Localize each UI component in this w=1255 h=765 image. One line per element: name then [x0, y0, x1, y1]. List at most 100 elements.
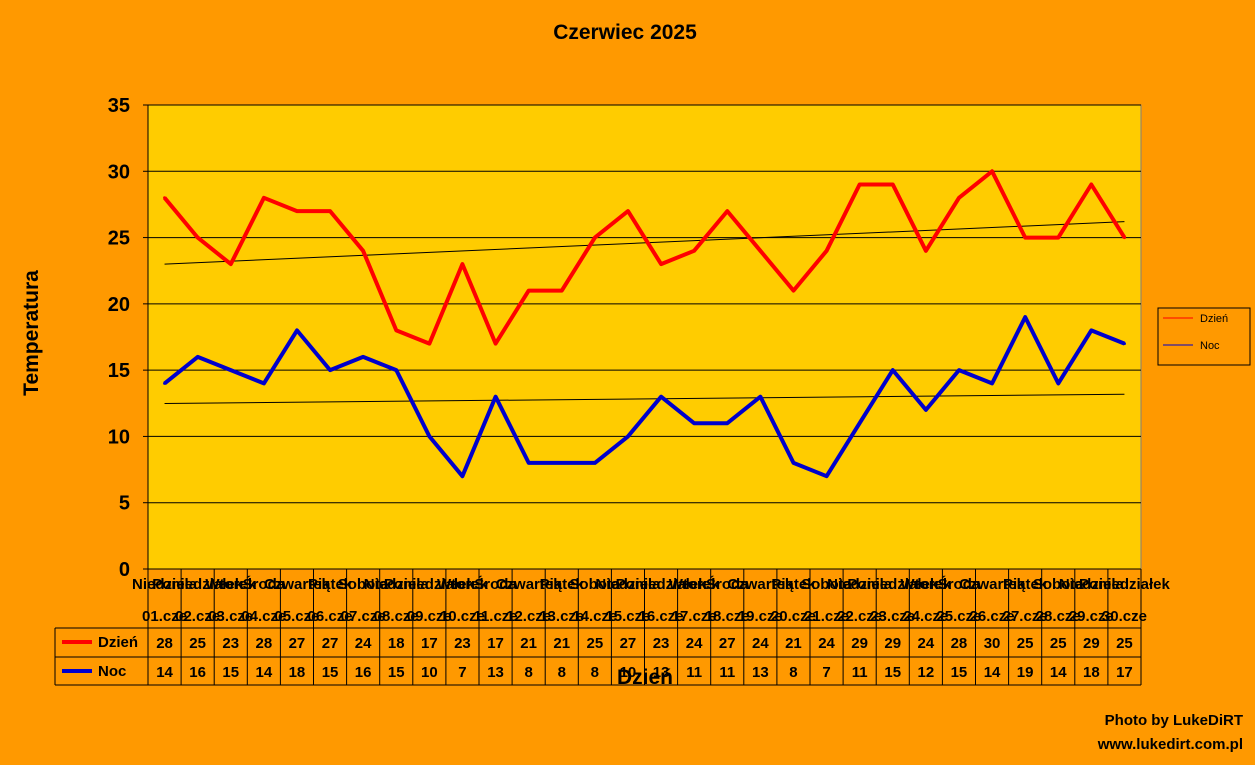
data-point	[725, 209, 729, 213]
table-value: 15	[951, 664, 968, 681]
table-value: 27	[289, 635, 306, 652]
table-value: 30	[984, 635, 1001, 652]
x-tick-weekday: Wtorek	[205, 576, 256, 593]
x-tick-label: 07.cze	[341, 608, 386, 625]
table-value: 21	[553, 635, 570, 652]
table-value: 8	[558, 664, 566, 681]
x-tick-weekday: Piątek	[1003, 576, 1048, 593]
x-tick-label: 20.cze	[771, 608, 816, 625]
data-point	[725, 421, 729, 425]
data-point	[791, 289, 795, 293]
data-point	[494, 342, 498, 346]
data-point	[361, 249, 365, 253]
data-point	[262, 196, 266, 200]
data-point	[593, 461, 597, 465]
table-value: 14	[156, 664, 173, 681]
table-value: 28	[156, 635, 173, 652]
data-point	[957, 196, 961, 200]
x-tick-weekday: Czwartek	[959, 576, 1026, 593]
table-value: 7	[822, 664, 830, 681]
series-line-1	[163, 315, 1126, 479]
data-point	[163, 196, 167, 200]
x-tick-weekday: Niedziela	[595, 576, 661, 593]
data-point	[527, 461, 531, 465]
table-value: 27	[322, 635, 339, 652]
y-tick-label: 35	[108, 95, 130, 117]
table-value: 24	[355, 635, 372, 652]
x-tick-label: 01.cze	[142, 608, 187, 625]
table-value: 15	[322, 664, 339, 681]
x-tick-label: 26.cze	[970, 608, 1015, 625]
data-point	[1023, 236, 1027, 240]
data-point	[825, 474, 829, 478]
table-value: 13	[653, 664, 670, 681]
x-tick-weekday: Wtorek	[437, 576, 488, 593]
x-tick-weekday: Poniedziałek	[152, 576, 244, 593]
table-series-label: Noc	[98, 663, 126, 680]
data-point	[858, 183, 862, 187]
table-value: 16	[189, 664, 206, 681]
table-value: 24	[752, 635, 769, 652]
x-tick-weekday: Środa	[938, 575, 981, 593]
table-value: 19	[1017, 664, 1034, 681]
x-tick-weekday: Poniedziałek	[384, 576, 476, 593]
table-value: 17	[421, 635, 438, 652]
data-point	[328, 209, 332, 213]
x-tick-weekday: Sobota	[1033, 576, 1084, 593]
x-tick-weekday: Wtorek	[669, 576, 720, 593]
x-tick-weekday: Czwartek	[727, 576, 794, 593]
data-point	[1023, 315, 1027, 319]
data-point	[394, 328, 398, 332]
data-point	[163, 381, 167, 385]
y-tick-label: 10	[108, 426, 130, 448]
x-tick-label: 24.cze	[903, 608, 948, 625]
data-point	[626, 209, 630, 213]
data-point	[924, 249, 928, 253]
table-value: 29	[884, 635, 901, 652]
x-tick-weekday: Środa	[243, 575, 286, 593]
data-point	[1056, 236, 1060, 240]
table-value: 23	[454, 635, 471, 652]
x-tick-weekday: Poniedziałek	[616, 576, 708, 593]
table-value: 15	[222, 664, 239, 681]
x-tick-weekday: Czwartek	[496, 576, 563, 593]
x-tick-label: 13.cze	[539, 608, 584, 625]
table-value: 8	[591, 664, 599, 681]
table-value: 14	[1050, 664, 1067, 681]
x-tick-weekday: Sobota	[801, 576, 852, 593]
x-tick-weekday: Sobota	[569, 576, 620, 593]
series-line-0	[163, 169, 1127, 346]
x-tick-label: 09.cze	[407, 608, 452, 625]
table-value: 13	[752, 664, 769, 681]
x-tick-label: 22.cze	[837, 608, 882, 625]
table-value: 13	[487, 664, 504, 681]
x-tick-label: 06.cze	[308, 608, 353, 625]
data-point	[295, 209, 299, 213]
x-tick-weekday: Czwartek	[264, 576, 331, 593]
x-tick-label: 28.cze	[1036, 608, 1081, 625]
data-point	[791, 461, 795, 465]
x-tick-weekday: Niedziela	[364, 576, 430, 593]
data-point	[328, 368, 332, 372]
data-point	[990, 169, 994, 173]
data-point	[229, 368, 233, 372]
data-point	[460, 474, 464, 478]
table-value: 24	[918, 635, 935, 652]
table-value: 7	[458, 664, 466, 681]
data-point	[891, 368, 895, 372]
table-value: 16	[355, 664, 372, 681]
x-tick-label: 18.cze	[705, 608, 750, 625]
table-value: 17	[1116, 664, 1133, 681]
data-point	[924, 408, 928, 412]
data-point	[229, 262, 233, 266]
table-value: 12	[918, 664, 935, 681]
table-value: 14	[256, 664, 273, 681]
x-tick-weekday: Niedziela	[827, 576, 893, 593]
x-tick-weekday: Piątek	[540, 576, 585, 593]
data-point	[692, 421, 696, 425]
credit-url: www.lukedirt.com.pl	[1097, 736, 1243, 753]
table-value: 25	[587, 635, 604, 652]
table-value: 14	[984, 664, 1001, 681]
x-tick-label: 02.cze	[175, 608, 220, 625]
